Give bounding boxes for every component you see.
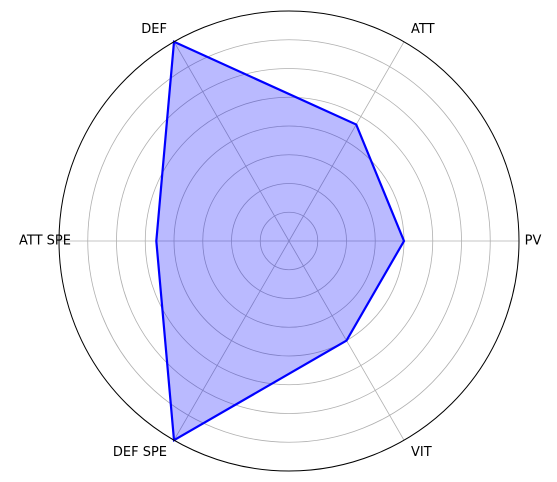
series-area — [156, 41, 404, 441]
axis-label-pv: PV — [525, 234, 542, 249]
outer-ring-layer — [58, 10, 520, 472]
grid-spoke-att — [288, 41, 405, 242]
grid-spoke-def-spe — [173, 240, 290, 441]
axis-label-def: DEF — [141, 22, 167, 37]
axis-label-vit: VIT — [411, 445, 432, 460]
axis-labels: PV ATT DEF ATT SPE DEF SPE VIT — [19, 22, 541, 460]
grid-spoke-def — [173, 41, 290, 242]
axis-label-def-spe: DEF SPE — [113, 445, 167, 460]
axis-label-att: ATT — [411, 22, 435, 37]
outer-ring — [58, 10, 520, 472]
axis-label-att-spe: ATT SPE — [19, 234, 71, 249]
series-layer — [155, 40, 406, 443]
